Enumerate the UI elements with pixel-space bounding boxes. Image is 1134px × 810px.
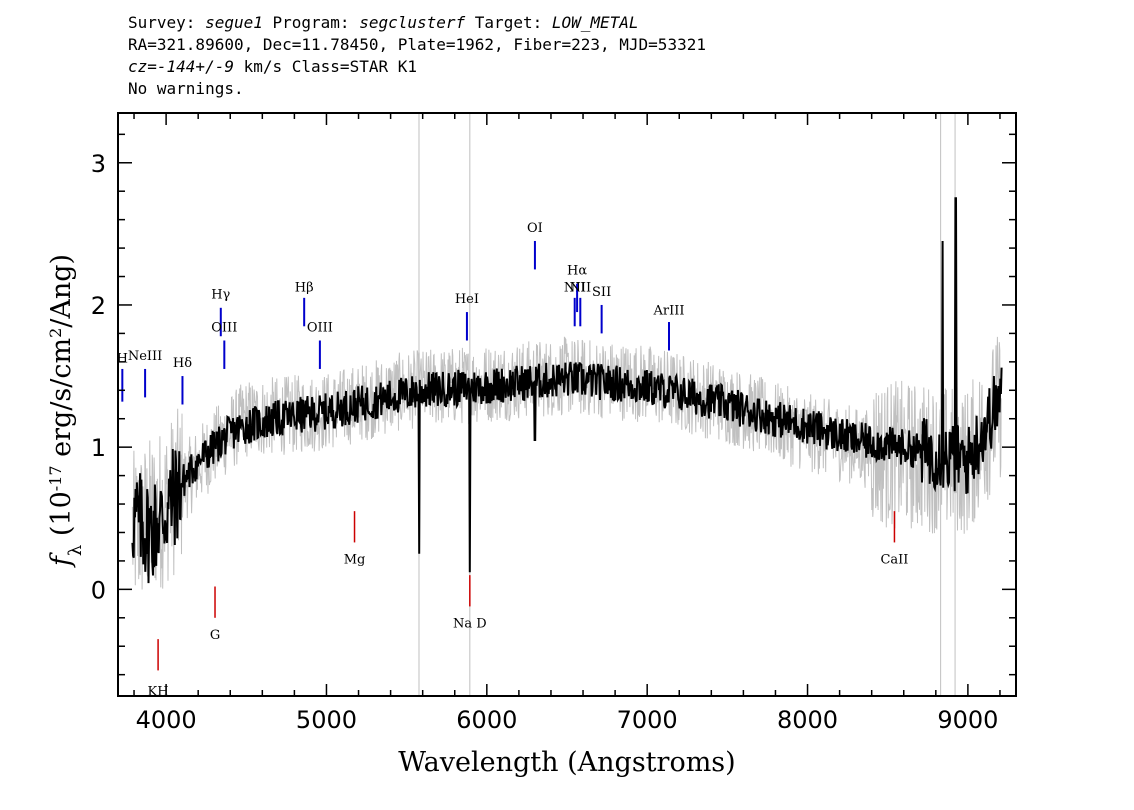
survey-value: segue1 <box>205 13 263 32</box>
y-axis-label-group: fλ (10-17 erg/s/cm2/Ang) <box>46 254 86 568</box>
emission-line-label: SII <box>592 285 611 300</box>
flux-series <box>131 197 1003 584</box>
plot-frame <box>117 112 1017 697</box>
y-tick-label: 0 <box>91 576 106 604</box>
cz-value: cz=-144+/-9 <box>128 57 234 76</box>
header-line-warnings: No warnings. <box>128 79 244 98</box>
emission-line-label: ArIII <box>652 303 684 318</box>
program-label: Program: <box>262 13 360 32</box>
x-tick-label: 7000 <box>617 706 678 734</box>
flux-line <box>131 197 1003 584</box>
emission-line-label: NII <box>564 281 586 296</box>
axis-ticks: 4000 5000 6000 7000 8000 9000 0 1 2 3 <box>91 113 1016 734</box>
absorption-line-label: G <box>210 628 220 643</box>
emission-line-label: Hδ <box>173 356 192 371</box>
emission-line-label: OIII <box>211 320 237 335</box>
y-tick-label: 1 <box>91 434 106 462</box>
header-line-survey: Survey: segue1 Program: segclusterf Targ… <box>128 12 706 34</box>
class-text: km/s Class=STAR K1 <box>233 57 417 76</box>
emission-line-label: NII <box>569 281 591 296</box>
absorption-line-label: Na D <box>453 616 487 631</box>
x-tick-label: 6000 <box>456 706 517 734</box>
x-tick-label: 9000 <box>937 706 998 734</box>
x-tick-label: 5000 <box>296 706 357 734</box>
survey-label: Survey: <box>128 13 206 32</box>
emission-line-label: OI <box>527 221 543 236</box>
emission-line-label: HeI <box>455 292 479 307</box>
emission-line-label: OIII <box>307 320 333 335</box>
header-line-coordinates: RA=321.89600, Dec=11.78450, Plate=1962, … <box>128 35 706 54</box>
emission-line-label: NeIII <box>128 349 162 364</box>
x-tick-label: 4000 <box>136 706 197 734</box>
noise-series <box>131 113 1002 696</box>
header-line-redshift: cz=-144+/-9 km/s Class=STAR K1 <box>128 56 706 78</box>
y-axis-label: fλ (10-17 erg/s/cm2/Ang) <box>46 254 86 568</box>
emission-line-label: H <box>117 352 128 367</box>
x-tick-label: 8000 <box>777 706 838 734</box>
spectrum-header: Survey: segue1 Program: segclusterf Targ… <box>128 12 706 100</box>
emission-line-label: Hα <box>567 264 587 279</box>
y-tick-label: 3 <box>91 150 106 178</box>
absorption-line-label: Mg <box>344 552 366 567</box>
emission-line-label: Hβ <box>295 281 314 296</box>
x-axis-label: Wavelength (Angstroms) <box>398 747 735 778</box>
emission-line-label: Hγ <box>211 288 230 303</box>
program-value: segclusterf <box>359 13 466 32</box>
target-value: LOW_METAL <box>551 13 639 32</box>
absorption-line-label: CaII <box>880 552 908 567</box>
y-tick-label: 2 <box>91 292 106 320</box>
target-label: Target: <box>465 13 552 32</box>
